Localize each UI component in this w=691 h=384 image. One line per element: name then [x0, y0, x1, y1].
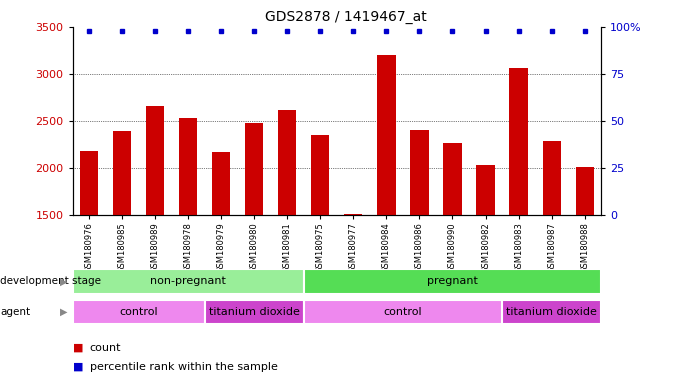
Bar — [444, 142, 462, 215]
Text: titanium dioxide: titanium dioxide — [507, 307, 597, 317]
Text: titanium dioxide: titanium dioxide — [209, 307, 300, 317]
Bar — [410, 131, 428, 215]
Bar — [477, 165, 495, 215]
Bar — [179, 118, 197, 215]
Text: percentile rank within the sample: percentile rank within the sample — [90, 362, 278, 372]
Text: pregnant: pregnant — [427, 276, 478, 286]
Text: non-pregnant: non-pregnant — [150, 276, 226, 286]
Bar — [542, 141, 560, 215]
Bar — [80, 151, 98, 215]
Text: development stage: development stage — [0, 276, 101, 286]
Bar — [576, 167, 594, 215]
Text: ■: ■ — [73, 362, 83, 372]
Bar — [278, 110, 296, 215]
Bar — [146, 106, 164, 215]
Text: ▶: ▶ — [60, 276, 68, 286]
Bar — [205, 300, 304, 324]
Text: count: count — [90, 343, 122, 353]
Bar — [304, 300, 502, 324]
Text: control: control — [120, 307, 158, 317]
Bar — [509, 68, 528, 215]
Bar — [344, 214, 363, 215]
Bar — [73, 300, 205, 324]
Bar — [377, 55, 395, 215]
Text: agent: agent — [0, 307, 30, 317]
Text: GDS2878 / 1419467_at: GDS2878 / 1419467_at — [265, 10, 426, 23]
Bar — [73, 269, 304, 294]
Text: ■: ■ — [73, 343, 83, 353]
Bar — [502, 300, 601, 324]
Text: ▶: ▶ — [60, 307, 68, 317]
Bar — [212, 152, 230, 215]
Bar — [311, 135, 330, 215]
Bar — [113, 131, 131, 215]
Bar — [245, 123, 263, 215]
Text: control: control — [384, 307, 422, 317]
Bar — [304, 269, 601, 294]
